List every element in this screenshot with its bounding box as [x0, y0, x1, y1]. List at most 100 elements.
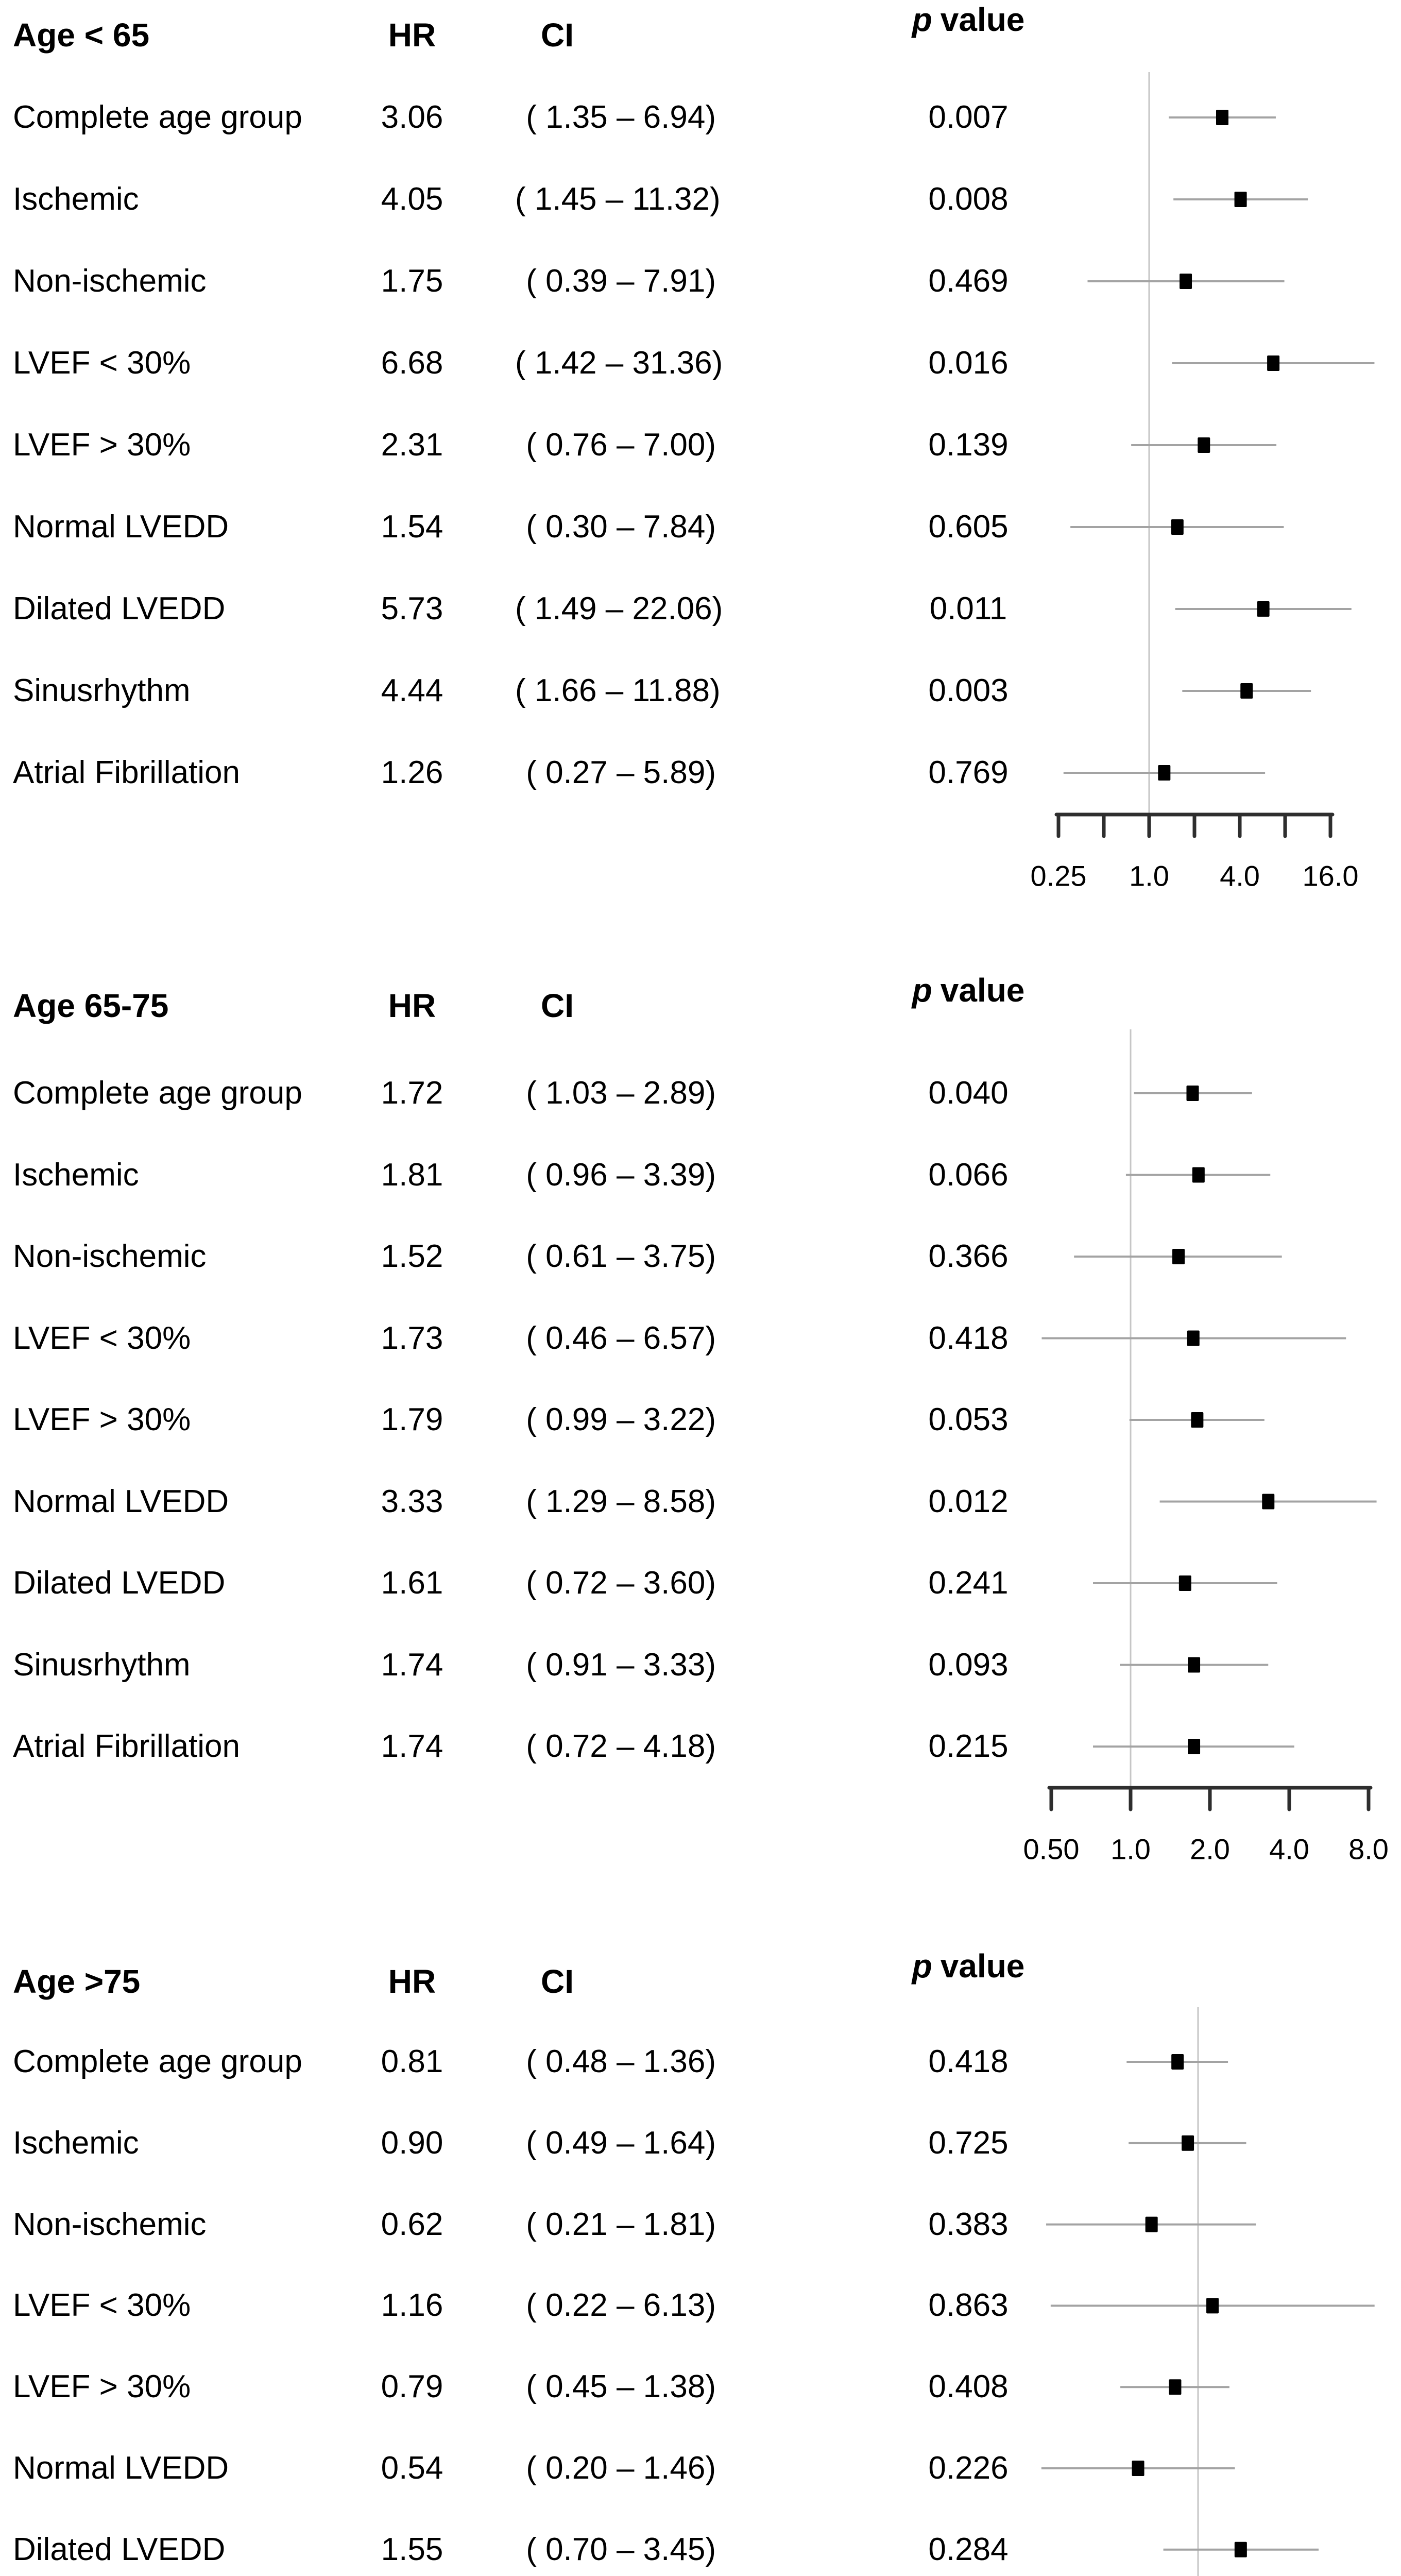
hr-marker: [1262, 1494, 1275, 1510]
p-value: 0.016: [928, 345, 1009, 381]
p-italic: p: [912, 1947, 932, 1985]
ci-value: ( 0.20 – 1.46): [526, 2450, 716, 2486]
row-label: Ischemic: [13, 1157, 139, 1193]
row-label: Non-ischemic: [13, 263, 207, 299]
p-value: 0.093: [928, 1647, 1009, 1683]
x-axis-tick-label: 0.50: [1023, 1833, 1080, 1866]
hr-value: 6.68: [381, 345, 443, 381]
column-header-p-value: p value: [876, 974, 1061, 1007]
x-axis-tick-label: 4.0: [1220, 860, 1260, 892]
hr-marker: [1178, 1575, 1191, 1591]
p-value: 0.418: [928, 2044, 1009, 2079]
hr-value: 0.81: [381, 2044, 443, 2079]
column-header-ci: CI: [541, 16, 574, 54]
p-value: 0.418: [928, 1320, 1009, 1356]
hr-marker: [1206, 2298, 1219, 2314]
hr-value: 4.44: [381, 673, 443, 708]
column-header-hr: HR: [388, 1963, 436, 2000]
hr-value: 1.74: [381, 1647, 443, 1683]
x-axis-tick-label: 2.0: [1190, 1833, 1230, 1866]
ci-value: ( 1.42 – 31.36): [515, 345, 723, 381]
hr-marker: [1172, 1249, 1185, 1264]
p-value: 0.383: [928, 2206, 1009, 2242]
ci-value: ( 0.72 – 4.18): [526, 1728, 716, 1764]
x-axis-tick-label: 16.0: [1303, 860, 1359, 892]
hr-marker: [1191, 1412, 1204, 1428]
ci-value: ( 0.48 – 1.36): [526, 2044, 716, 2079]
p-value: 0.284: [928, 2531, 1009, 2567]
p-rest: value: [940, 972, 1025, 1009]
x-axis-tick-label: 1.0: [1110, 1833, 1151, 1866]
hr-value: 0.62: [381, 2206, 443, 2242]
row-label: Ischemic: [13, 181, 139, 217]
hr-value: 1.26: [381, 755, 443, 790]
column-header-p-value: p value: [876, 1950, 1061, 1982]
hr-value: 1.73: [381, 1320, 443, 1356]
ci-value: ( 0.27 – 5.89): [526, 755, 716, 790]
hr-value: 1.74: [381, 1728, 443, 1764]
x-axis-tick-label: 4.0: [1269, 1833, 1309, 1866]
hr-marker: [1187, 1330, 1200, 1346]
p-value: 0.226: [928, 2450, 1009, 2486]
ci-value: ( 0.46 – 6.57): [526, 1320, 716, 1356]
hr-marker: [1216, 110, 1228, 125]
row-label: LVEF > 30%: [13, 2369, 191, 2405]
row-label: Complete age group: [13, 99, 302, 135]
hr-marker: [1198, 437, 1210, 453]
column-header-ci: CI: [541, 1963, 574, 2000]
p-value: 0.007: [928, 99, 1009, 135]
ci-value: ( 0.21 – 1.81): [526, 2206, 716, 2242]
hr-value: 2.31: [381, 427, 443, 463]
hr-marker: [1192, 1167, 1205, 1183]
p-value: 0.241: [928, 1565, 1009, 1601]
p-rest: value: [940, 1, 1025, 38]
row-label: LVEF > 30%: [13, 427, 191, 463]
hr-value: 0.54: [381, 2450, 443, 2486]
hr-value: 1.54: [381, 509, 443, 545]
p-italic: p: [912, 1, 932, 38]
p-rest: value: [940, 1947, 1025, 1985]
ci-value: ( 1.29 – 8.58): [526, 1483, 716, 1519]
p-value: 0.053: [928, 1402, 1009, 1437]
row-label: Normal LVEDD: [13, 509, 229, 545]
ci-value: ( 0.22 – 6.13): [526, 2287, 716, 2324]
p-value: 0.066: [928, 1157, 1009, 1193]
forest-plot-2: 0.250.501.02.04.0: [1041, 2007, 1375, 2576]
p-value: 0.011: [929, 591, 1007, 626]
row-label: Non-ischemic: [13, 2206, 207, 2242]
row-label: LVEF < 30%: [13, 2287, 191, 2324]
ci-value: ( 0.49 – 1.64): [526, 2125, 716, 2161]
hr-marker: [1267, 355, 1280, 371]
row-label: Atrial Fibrillation: [13, 1728, 241, 1764]
column-header-hr: HR: [388, 16, 436, 54]
hr-marker: [1186, 1086, 1199, 1101]
p-value: 0.469: [928, 263, 1009, 299]
ci-value: ( 0.96 – 3.39): [526, 1157, 716, 1193]
hr-value: 1.61: [381, 1565, 443, 1601]
hr-value: 4.05: [381, 181, 443, 217]
x-axis-tick-label: 1.0: [1129, 860, 1169, 892]
p-value: 0.008: [928, 181, 1009, 217]
p-value: 0.012: [928, 1483, 1009, 1519]
forest-plot-1: 0.50 1.0 2.0 4.0 8.0: [1023, 1029, 1389, 1866]
hr-marker: [1145, 2216, 1158, 2232]
hr-value: 5.73: [381, 591, 443, 626]
row-label: LVEF < 30%: [13, 345, 191, 381]
hr-value: 1.81: [381, 1157, 443, 1193]
row-label: Ischemic: [13, 2125, 139, 2161]
p-value: 0.215: [928, 1728, 1009, 1764]
ci-value: ( 0.61 – 3.75): [526, 1239, 716, 1274]
hr-marker: [1188, 1657, 1201, 1673]
ci-value: ( 0.45 – 1.38): [526, 2369, 716, 2405]
row-label: Sinusrhythm: [13, 673, 191, 708]
ci-value: ( 1.35 – 6.94): [526, 99, 716, 135]
ci-value: ( 0.72 – 3.60): [526, 1565, 716, 1601]
x-axis-tick-label: 0.25: [1031, 860, 1087, 892]
row-label: Complete age group: [13, 2044, 302, 2079]
ci-value: ( 0.30 – 7.84): [526, 509, 716, 545]
hr-value: 3.33: [381, 1483, 443, 1519]
hr-value: 1.52: [381, 1239, 443, 1274]
row-label: Dilated LVEDD: [13, 591, 226, 626]
